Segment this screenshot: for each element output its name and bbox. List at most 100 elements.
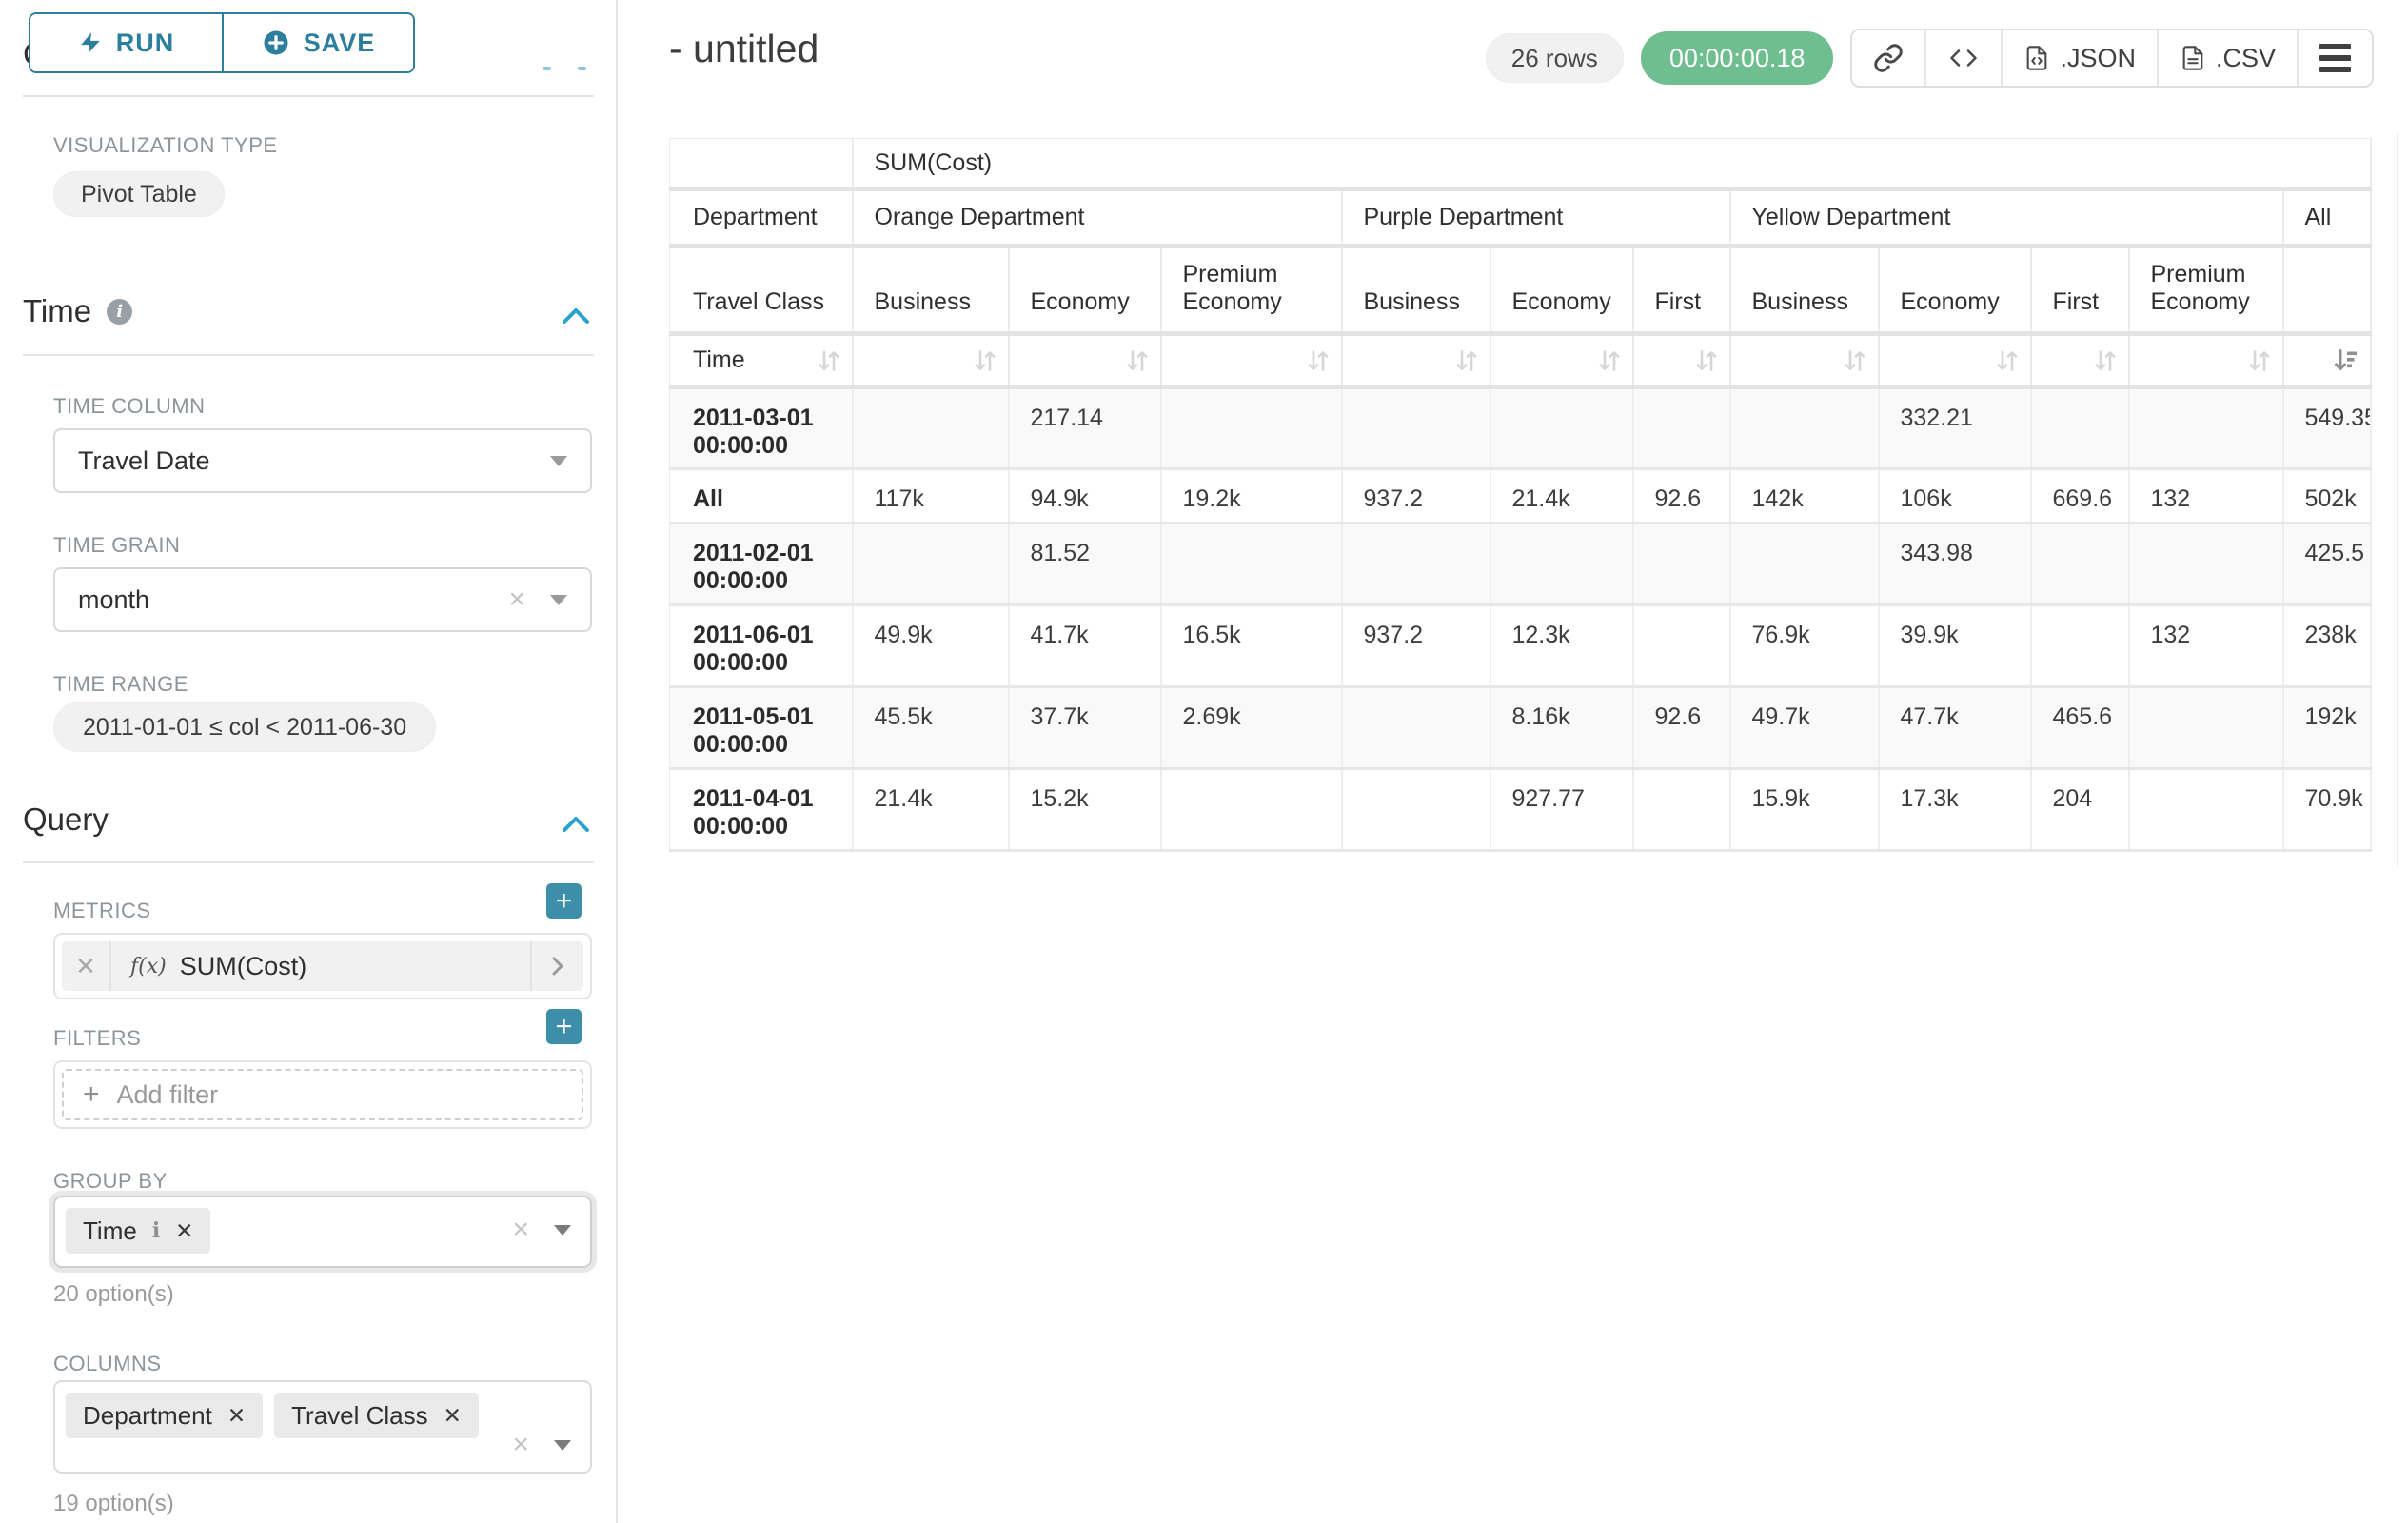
tag-label: Travel Class — [291, 1400, 428, 1430]
value-cell: 2.69k — [1160, 686, 1343, 770]
col-header: First — [2030, 246, 2130, 336]
clear-icon[interactable]: × — [508, 583, 525, 615]
chevron-up-icon[interactable] — [560, 305, 592, 327]
caret-down-icon[interactable] — [554, 1439, 571, 1451]
remove-metric-icon[interactable]: ✕ — [62, 941, 111, 991]
metric-pill: ✕ f(x) SUM(Cost) — [62, 941, 583, 991]
table-row: 2011-06-01 00:00:00 49.9k 41.7k 16.5k 937.2 1… — [669, 604, 2372, 688]
value-cell: 117k — [852, 468, 1010, 524]
divider — [23, 861, 594, 863]
value-cell: 142k — [1729, 468, 1880, 524]
value-cell: 70.9k — [2282, 768, 2372, 852]
table-row: 2011-05-01 00:00:00 45.5k 37.7k 2.69k 8.16k 9… — [669, 686, 2372, 770]
group-by-tag[interactable]: Time i ✕ — [66, 1208, 211, 1254]
remove-tag-icon[interactable]: ✕ — [227, 1402, 247, 1428]
export-json-label: .JSON — [2060, 43, 2136, 72]
metric-option[interactable]: f(x) SUM(Cost) — [111, 941, 530, 991]
value-cell — [1729, 523, 1880, 606]
caret-down-icon[interactable] — [550, 594, 567, 605]
sort-button[interactable] — [1490, 333, 1634, 389]
chevron-up-icon[interactable] — [560, 813, 592, 836]
value-cell: 15.2k — [1008, 768, 1162, 852]
remove-tag-icon[interactable]: ✕ — [175, 1217, 194, 1243]
run-button-label: RUN — [115, 28, 175, 57]
value-cell: 41.7k — [1008, 604, 1162, 688]
sort-button[interactable] — [852, 333, 1010, 389]
group-by-select[interactable]: Time i ✕ × — [53, 1196, 592, 1268]
col-header: Premium Economy — [2128, 246, 2284, 336]
corner-cell — [669, 138, 854, 191]
sort-button-time[interactable]: Time — [669, 333, 854, 389]
query-section-header[interactable]: Query — [23, 801, 109, 838]
embed-code-button[interactable] — [1924, 30, 2002, 86]
clear-icon[interactable]: × — [512, 1429, 529, 1460]
export-csv-label: .CSV — [2215, 43, 2276, 72]
time-column-select[interactable]: Travel Date — [53, 428, 592, 493]
sort-button[interactable] — [2030, 333, 2130, 389]
value-cell: 92.6 — [1632, 686, 1731, 770]
col-group-header: Purple Department — [1341, 188, 1731, 248]
value-cell — [2030, 386, 2130, 470]
columns-select[interactable]: Department ✕ Travel Class ✕ × — [53, 1380, 592, 1474]
add-metric-button[interactable]: + — [546, 883, 582, 919]
time-column-value: Travel Date — [78, 445, 210, 475]
sort-button[interactable] — [2282, 333, 2372, 389]
control-panel-sidebar: Chart Type RUN SAVE VISUALIZATION TYPE P… — [0, 0, 627, 1523]
time-column-label: TIME COLUMN — [53, 394, 206, 418]
columns-label: COLUMNS — [53, 1352, 162, 1375]
chevron-right-icon[interactable] — [530, 941, 583, 991]
sort-button[interactable] — [1341, 333, 1491, 389]
filters-label: FILTERS — [53, 1026, 142, 1050]
save-button[interactable]: SAVE — [222, 14, 413, 71]
value-cell — [1729, 386, 1880, 470]
caret-down-icon[interactable] — [554, 1224, 571, 1236]
columns-tag[interactable]: Travel Class ✕ — [274, 1393, 479, 1438]
value-cell: 49.9k — [852, 604, 1010, 688]
value-cell: 217.14 — [1008, 386, 1162, 470]
clear-icon[interactable]: × — [512, 1214, 529, 1245]
sort-button[interactable] — [1729, 333, 1880, 389]
run-button[interactable]: RUN — [30, 14, 222, 71]
sort-button[interactable] — [1632, 333, 1731, 389]
value-cell: 16.5k — [1160, 604, 1343, 688]
sort-button[interactable] — [1160, 333, 1343, 389]
info-icon: i — [107, 298, 133, 325]
sort-button[interactable] — [1008, 333, 1162, 389]
time-grain-select[interactable]: month × — [53, 567, 592, 632]
remove-tag-icon[interactable]: ✕ — [443, 1402, 462, 1428]
export-json-button[interactable]: .JSON — [2001, 30, 2157, 86]
share-link-button[interactable] — [1852, 30, 1925, 86]
time-section-header[interactable]: Time i — [23, 293, 133, 329]
more-menu-button[interactable] — [2297, 30, 2372, 86]
add-filter-plus-button[interactable]: + — [546, 1009, 582, 1044]
group-by-label: GROUP BY — [53, 1169, 168, 1193]
sort-arrows-icon — [1996, 347, 2019, 373]
row-label: 2011-05-01 00:00:00 — [669, 686, 854, 770]
metrics-label: METRICS — [53, 899, 151, 922]
value-cell: 49.7k — [1729, 686, 1880, 770]
visualization-type-pill[interactable]: Pivot Table — [53, 171, 225, 217]
table-row: 2011-04-01 00:00:00 21.4k 15.2k 927.77 15.9k… — [669, 768, 2372, 852]
value-cell — [1341, 768, 1491, 852]
sort-arrows-icon — [818, 347, 840, 373]
time-range-label: TIME RANGE — [53, 672, 188, 696]
hamburger-icon — [2319, 44, 2351, 72]
metric-header-cell: SUM(Cost) — [852, 138, 2372, 191]
value-cell: 132 — [2128, 604, 2284, 688]
value-cell — [2128, 686, 2284, 770]
link-icon — [1873, 43, 1904, 73]
row-dimension-label: Travel Class — [669, 246, 854, 336]
row-label: 2011-06-01 00:00:00 — [669, 604, 854, 688]
scrollbar-track[interactable] — [2397, 133, 2398, 866]
export-csv-button[interactable]: .CSV — [2156, 30, 2297, 86]
sort-button[interactable] — [2128, 333, 2284, 389]
code-icon — [1947, 44, 1980, 72]
time-range-pill[interactable]: 2011-01-01 ≤ col < 2011-06-30 — [53, 702, 437, 752]
plus-icon: + — [83, 1078, 100, 1110]
sort-button[interactable] — [1878, 333, 2032, 389]
add-filter-dropzone[interactable]: + Add filter — [62, 1069, 583, 1120]
value-cell — [852, 523, 1010, 606]
sort-arrows-icon — [1844, 347, 1866, 373]
caret-down-icon[interactable] — [550, 455, 567, 466]
columns-tag[interactable]: Department ✕ — [66, 1393, 264, 1438]
